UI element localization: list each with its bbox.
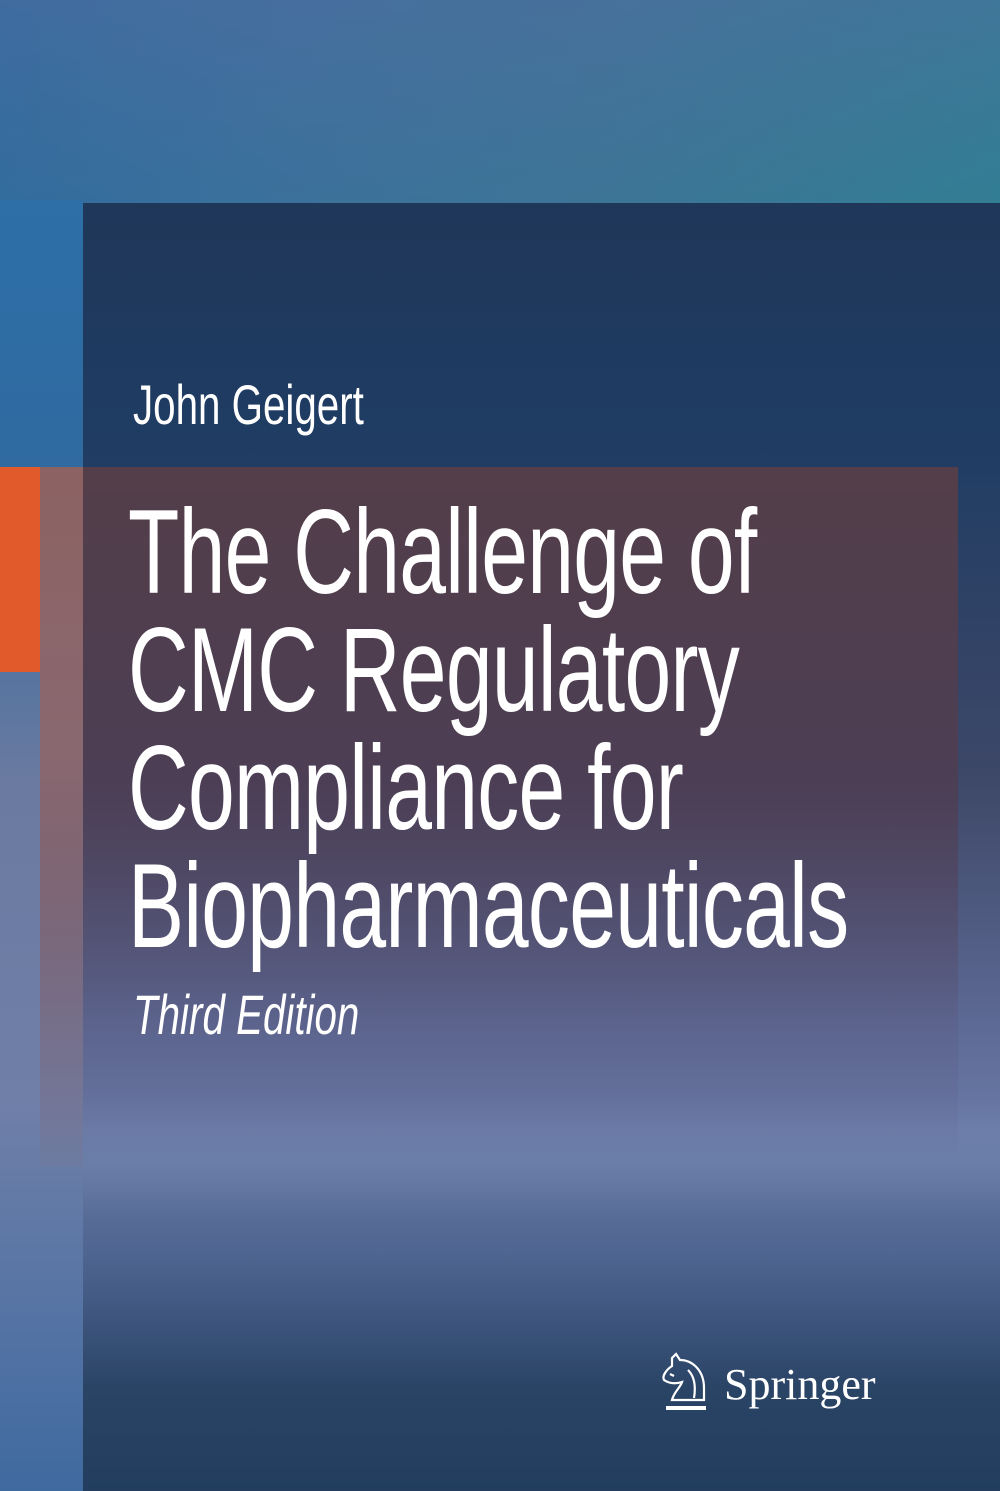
title-box: [40, 467, 958, 1167]
publisher-name: Springer: [724, 1359, 876, 1409]
title-line-1: The Challenge of: [128, 485, 757, 619]
author-name: John Geigert: [133, 373, 364, 436]
title-box-edge: [40, 467, 83, 1167]
title-line-3: Compliance for: [128, 721, 684, 855]
publisher-logo: Springer: [658, 1352, 876, 1416]
title-line-4: Biopharmaceuticals: [128, 839, 849, 973]
accent-bar: [0, 467, 40, 672]
background-top: [0, 0, 1000, 210]
title-line-2: CMC Regulatory: [128, 603, 740, 737]
edition: Third Edition: [133, 983, 360, 1046]
knight-horse-icon: [662, 1352, 706, 1410]
